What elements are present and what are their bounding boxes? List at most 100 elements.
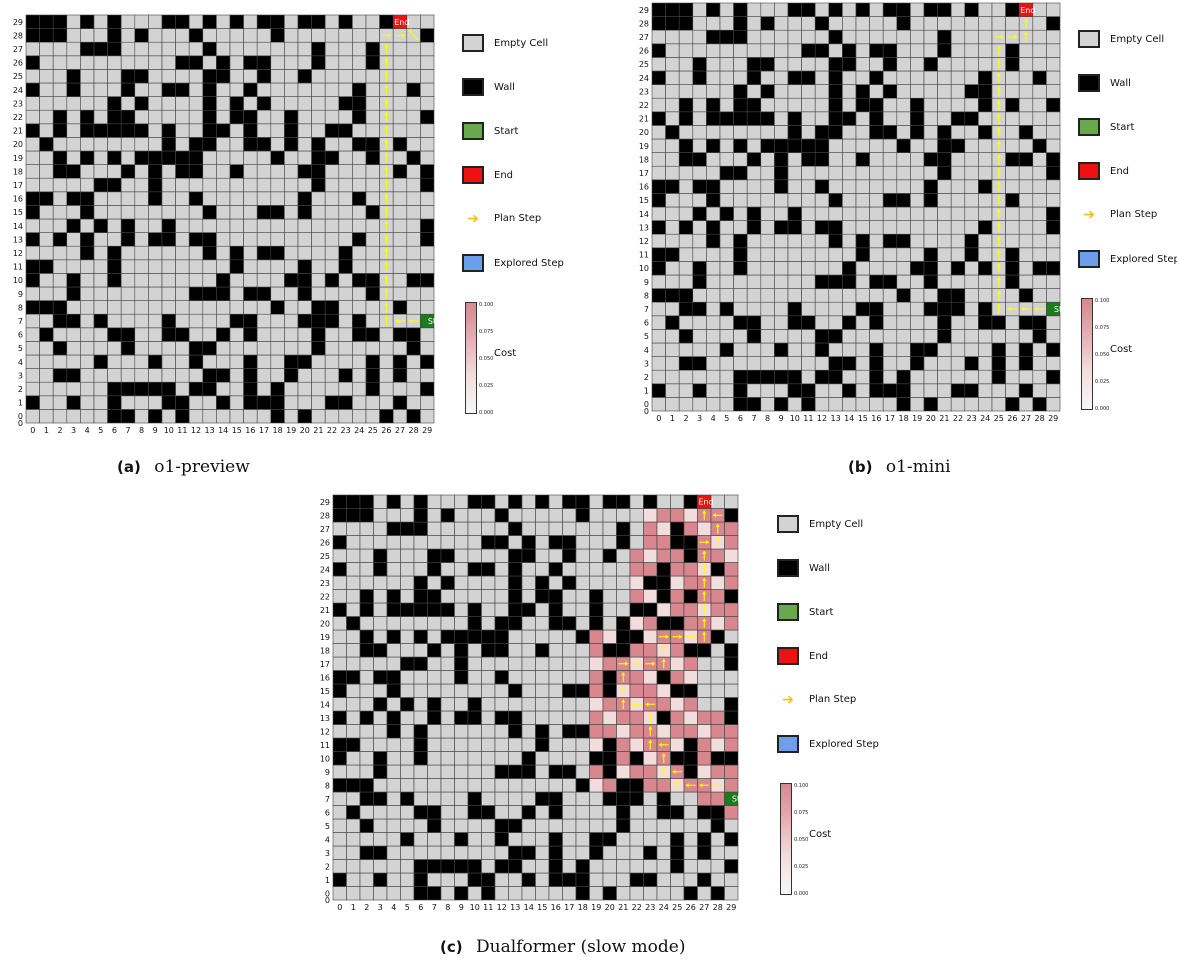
grid-cell — [548, 751, 563, 766]
grid-cell — [589, 724, 604, 739]
wall-cell — [66, 218, 81, 233]
wall-cell — [616, 805, 631, 820]
wall-cell — [602, 670, 617, 685]
grid-cell — [413, 710, 428, 725]
grid-cell — [148, 395, 163, 410]
grid-cell — [692, 288, 707, 303]
grid-cell — [991, 383, 1006, 398]
wall-cell — [216, 273, 231, 288]
legend-start: Start — [777, 603, 833, 621]
plan-step-arrow — [1023, 18, 1029, 29]
x-tick-label: 29 — [422, 426, 432, 435]
plan-step-arrow — [685, 783, 696, 788]
wall-cell — [964, 383, 979, 398]
grid-cell — [188, 41, 204, 57]
wall-cell — [216, 55, 231, 70]
wall-cell — [202, 41, 217, 57]
wall-cell — [923, 57, 938, 72]
grid-cell — [39, 69, 54, 84]
wall-cell — [575, 683, 590, 698]
grid-cell — [66, 28, 81, 43]
grid-cell — [324, 177, 340, 193]
legend-label: Explored Step — [809, 738, 879, 750]
wall-cell — [665, 288, 680, 303]
y-tick-label: 14 — [13, 222, 23, 231]
grid-cell — [1018, 220, 1034, 235]
grid-cell — [284, 313, 299, 329]
grid-cell — [25, 409, 40, 424]
wall-cell — [80, 191, 95, 206]
grid-cell — [284, 69, 299, 84]
grid-cell — [243, 191, 258, 206]
grid-cell — [440, 778, 455, 793]
wall-cell — [243, 368, 258, 383]
grid-cell — [801, 179, 816, 194]
wall-cell — [1046, 261, 1061, 276]
grid-cell — [535, 629, 550, 644]
grid-cell — [332, 589, 347, 604]
wall-cell — [978, 97, 993, 113]
grid-cell — [746, 247, 762, 262]
wall-cell — [270, 300, 285, 315]
grid-cell — [25, 137, 40, 152]
grid-cell — [332, 643, 347, 658]
wall-cell — [910, 261, 925, 276]
wall-cell — [386, 710, 401, 725]
grid-cell — [120, 354, 136, 369]
grid-cell — [562, 629, 577, 644]
plan-step-arrow — [996, 168, 1001, 178]
grid-cell — [719, 57, 734, 72]
grid-cell — [400, 886, 415, 901]
wall-cell — [134, 28, 149, 43]
grid-cell — [683, 710, 698, 725]
grid-cell — [52, 409, 68, 424]
y-tick-label: 24 — [320, 565, 330, 574]
wall-cell — [678, 356, 694, 371]
wall-cell — [882, 43, 898, 58]
grid-cell — [93, 205, 108, 220]
grid-cell — [692, 29, 707, 45]
wall-cell — [481, 562, 496, 577]
wall-cell — [855, 152, 870, 167]
grid-cell — [284, 150, 299, 165]
grid-cell — [420, 286, 435, 301]
y-tick-label: 15 — [639, 196, 649, 205]
grid-cell — [710, 548, 725, 563]
legend-explored-step: Explored Step — [1078, 250, 1177, 268]
explored-step-swatch — [462, 254, 484, 272]
grid-cell — [202, 218, 217, 233]
wall-cell — [1018, 383, 1034, 398]
grid-cell — [427, 508, 442, 523]
wall-cell — [494, 710, 509, 725]
wall-cell — [616, 791, 631, 806]
grid-cell — [386, 535, 401, 550]
wall-cell — [828, 356, 843, 371]
grid-cell — [494, 697, 509, 712]
plan-step-arrow — [1021, 306, 1031, 312]
y-tick-label: 7 — [325, 795, 330, 804]
grid-cell — [719, 288, 734, 303]
wall-cell — [508, 562, 523, 577]
grid-cell — [467, 737, 482, 752]
grid-cell — [175, 273, 190, 288]
wall-cell — [413, 805, 428, 820]
wall-cell — [683, 764, 698, 779]
wall-cell — [1046, 152, 1061, 167]
wall-cell — [814, 16, 830, 31]
grid-cell — [413, 764, 428, 779]
legend-start: Start — [462, 122, 518, 140]
grid-cell — [575, 791, 590, 806]
wall-cell — [787, 206, 802, 221]
grid-cell — [629, 764, 644, 779]
grid-cell — [616, 562, 631, 577]
x-tick-label: 12 — [191, 426, 201, 435]
grid-cell — [25, 96, 40, 111]
wall-cell — [161, 82, 176, 97]
grid-cell — [602, 521, 617, 536]
grid-cell — [746, 138, 762, 153]
grid-cell — [216, 164, 231, 179]
wall-cell — [352, 232, 367, 247]
grid-cell — [774, 356, 789, 371]
plan-step-arrow — [661, 766, 666, 777]
grid-cell — [801, 193, 816, 208]
